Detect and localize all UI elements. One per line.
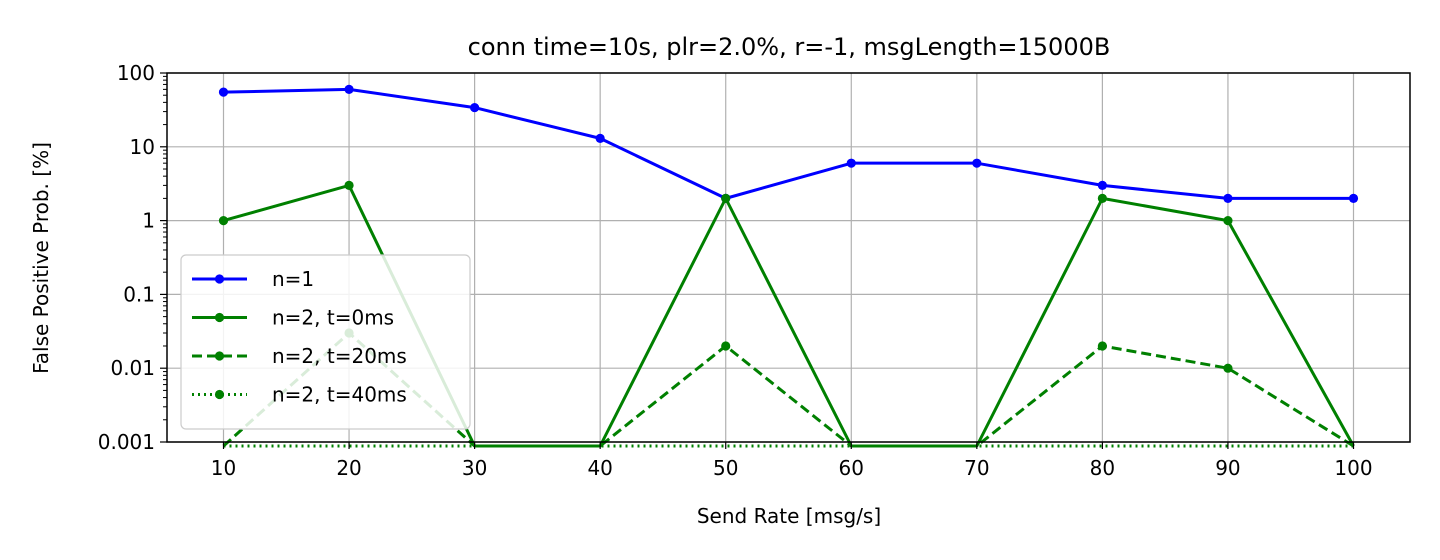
legend-marker: [214, 351, 225, 361]
x-tick-label: 50: [713, 456, 738, 480]
data-point: [595, 133, 605, 143]
data-point: [470, 102, 480, 113]
plot-frame: [166, 72, 1411, 443]
legend-box: [180, 254, 471, 430]
x-tick-label: 70: [964, 456, 989, 480]
legend-label: n=2, t=20ms: [272, 344, 407, 368]
data-point: [1223, 216, 1233, 226]
series-line: [223, 87, 1354, 200]
data-point: [1223, 193, 1233, 203]
x-tick-label: 90: [1215, 456, 1240, 480]
y-tick-label: 0.01: [110, 356, 155, 380]
y-tick-label: 10: [130, 135, 155, 159]
data-point: [972, 158, 982, 168]
x-tick-label: 40: [587, 456, 612, 480]
legend-marker: [214, 389, 225, 400]
x-tick-label: 100: [1334, 456, 1372, 480]
y-tick-label: 1: [142, 209, 155, 233]
legend-label: n=2, t=0ms: [272, 306, 394, 330]
data-point: [1097, 193, 1107, 203]
y-axis-label: False Positive Prob. [%]: [29, 142, 53, 374]
series-line: [222, 331, 1355, 448]
data-point: [344, 84, 354, 94]
data-point: [1223, 363, 1233, 373]
legend-item: n=2, t=20ms: [192, 344, 407, 368]
data-point: [218, 216, 229, 226]
y-tick-label: 0.1: [123, 282, 155, 306]
y-tick-label: 100: [117, 61, 155, 85]
legend-marker: [214, 312, 225, 323]
x-tick-label: 60: [839, 456, 864, 480]
x-tick-label: 80: [1090, 456, 1115, 480]
chart-title: conn time=10s, plr=2.0%, r=-1, msgLength…: [468, 33, 1111, 61]
x-axis-label: Send Rate [msg/s]: [697, 504, 881, 528]
data-point: [344, 180, 354, 190]
y-axis: 0.001 0.01 0.1 1 10 100: [98, 61, 167, 454]
data-point: [1097, 180, 1107, 190]
legend-item: n=1: [192, 267, 314, 291]
data-point: [1097, 341, 1107, 351]
x-tick-label: 10: [211, 456, 236, 480]
data-point: [721, 341, 731, 351]
legend-marker: [214, 274, 225, 284]
data-point: [846, 158, 856, 168]
x-axis: 10 20 30 40 50 60 70 80 90 100: [211, 442, 1373, 480]
legend-label: n=1: [272, 267, 314, 291]
legend-item: n=2, t=0ms: [192, 306, 394, 330]
data-point: [218, 87, 229, 97]
legend-item: n=2, t=40ms: [192, 383, 407, 407]
series-1: [218, 84, 1359, 203]
x-tick-label: 30: [462, 456, 487, 480]
x-tick-label: 20: [336, 456, 361, 480]
y-tick-label: 0.001: [98, 430, 155, 454]
data-point: [1348, 193, 1359, 203]
legend: n=1 n=2, t=0ms n=2, t=20ms n=2, t=40ms: [180, 254, 471, 430]
data-point: [721, 193, 731, 203]
legend-label: n=2, t=40ms: [272, 383, 407, 407]
